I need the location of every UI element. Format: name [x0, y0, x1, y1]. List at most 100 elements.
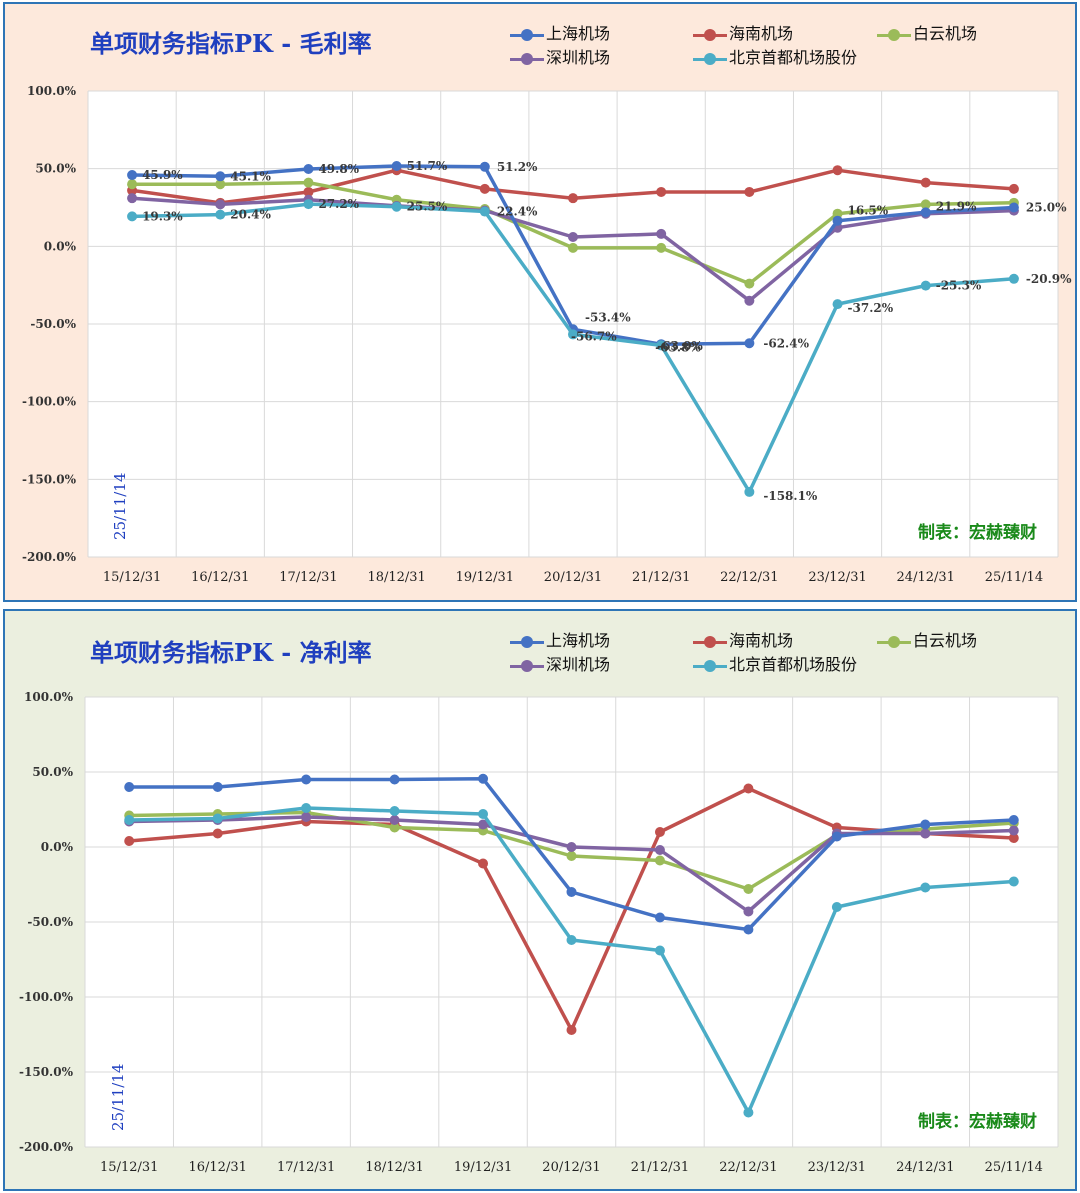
y-tick-label: 100.0%: [27, 84, 77, 98]
x-tick-label: 16/12/31: [188, 1160, 246, 1175]
y-tick-label: -100.0%: [19, 990, 74, 1004]
data-point: [744, 278, 755, 289]
data-label: 21.9%: [936, 199, 977, 213]
data-point: [743, 783, 754, 794]
data-point: [656, 228, 667, 239]
data-point: [568, 242, 578, 253]
x-tick-label: 21/12/31: [631, 1160, 689, 1175]
data-point: [1008, 183, 1019, 194]
legend-label: 白云机场: [913, 24, 978, 43]
legend-item-shanghai: 上海机场: [510, 627, 610, 651]
data-point: [303, 199, 314, 210]
data-point: [744, 186, 755, 197]
data-point: [303, 163, 314, 174]
x-tick-label: 22/12/31: [720, 570, 778, 585]
data-point: [303, 186, 314, 197]
data-point: [301, 774, 312, 785]
data-point: [389, 822, 400, 833]
data-point: [212, 813, 223, 824]
x-tick-label: 17/12/31: [279, 570, 337, 585]
net-margin-chart-panel: 100.0% 50.0% 0.0% -50.0% -100.0% -150.0% -200.…: [3, 609, 1077, 1191]
data-point: [124, 815, 135, 825]
x-tick-label: 23/12/31: [808, 570, 866, 585]
data-point: [656, 186, 667, 197]
data-point: [127, 179, 138, 190]
data-point: [920, 207, 931, 218]
data-point: [215, 199, 226, 210]
data-point: [391, 201, 402, 212]
data-point: [566, 842, 577, 852]
chart-title: 单项财务指标PK - 净利率: [90, 638, 372, 667]
x-tick-label: 15/12/31: [103, 570, 161, 585]
chart-title: 单项财务指标PK - 毛利率: [90, 29, 372, 58]
data-point: [656, 242, 667, 253]
data-point: [566, 1025, 577, 1035]
data-label: -56.7%: [571, 329, 617, 343]
data-point: [1008, 876, 1019, 887]
data-point: [568, 193, 578, 204]
y-tick-label: 100.0%: [24, 690, 74, 704]
data-point: [479, 161, 490, 172]
date-stamp: 25/11/14: [109, 1063, 127, 1131]
data-point: [1008, 833, 1019, 843]
y-tick-label: 0.0%: [41, 840, 74, 854]
x-tick-label: 24/12/31: [897, 570, 955, 585]
legend-item-baiyun: 白云机场: [877, 20, 977, 44]
y-tick-label: -50.0%: [27, 915, 73, 929]
data-label: -37.2%: [848, 301, 894, 315]
legend-item-beijing-capital: 北京首都机场股份: [693, 651, 857, 675]
data-point: [215, 209, 226, 220]
legend-label: 海南机场: [729, 631, 794, 650]
legend-item-hainan: 海南机场: [693, 627, 793, 651]
data-label: -63.8%: [655, 340, 701, 354]
legend-item-shenzhen: 深圳机场: [510, 44, 610, 68]
data-point: [215, 171, 226, 182]
legend-item-baiyun: 白云机场: [877, 627, 977, 651]
x-tick-label: 24/12/31: [896, 1160, 954, 1175]
data-point: [832, 299, 843, 310]
x-tick-label: 25/11/14: [985, 570, 1043, 585]
data-point: [656, 340, 667, 351]
legend-label: 海南机场: [729, 24, 794, 43]
data-label: 51.7%: [407, 159, 448, 173]
data-point: [654, 827, 665, 837]
x-tick-label: 19/12/31: [456, 570, 514, 585]
data-point: [478, 809, 489, 819]
data-point: [478, 773, 489, 784]
data-point: [920, 177, 931, 188]
data-point: [127, 211, 138, 222]
x-tick-label: 20/12/31: [542, 1160, 600, 1175]
data-label: -62.4%: [763, 336, 809, 350]
credit-label: 制表：宏赫臻财: [918, 523, 1037, 543]
x-tick-label: 17/12/31: [277, 1160, 335, 1175]
data-point: [831, 902, 842, 912]
x-tick-label: 15/12/31: [100, 1160, 158, 1175]
data-label: 22.4%: [497, 205, 538, 219]
data-label: -20.9%: [1026, 272, 1072, 286]
legend-item-hainan: 海南机场: [693, 20, 793, 44]
data-label: 51.2%: [497, 160, 538, 174]
legend-label: 深圳机场: [546, 655, 611, 674]
data-label: 45.9%: [142, 168, 183, 182]
data-point: [1008, 202, 1019, 213]
data-point: [566, 887, 577, 897]
data-point: [389, 774, 400, 785]
data-label: 20.4%: [230, 208, 271, 222]
data-point: [920, 828, 931, 839]
x-tick-label: 21/12/31: [632, 570, 690, 585]
data-label: 45.1%: [230, 169, 271, 183]
data-point: [920, 199, 931, 210]
data-point: [654, 912, 665, 923]
data-point: [832, 208, 843, 219]
data-point: [127, 170, 138, 181]
data-point: [654, 855, 665, 866]
data-point: [479, 206, 490, 217]
data-point: [389, 815, 400, 825]
data-point: [212, 828, 223, 839]
data-label: 25.5%: [407, 200, 448, 214]
data-point: [920, 819, 931, 830]
data-point: [920, 280, 931, 291]
data-label: -53.4%: [585, 310, 631, 324]
data-point: [124, 836, 135, 846]
data-label: 19.3%: [142, 209, 183, 223]
